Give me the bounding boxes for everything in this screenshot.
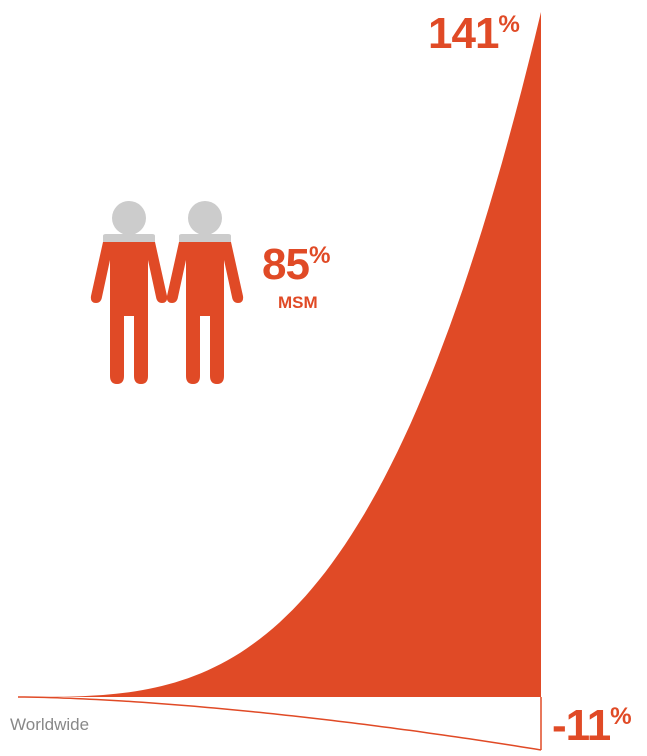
two-men-holding-hands-icon [90,201,244,384]
msm-stat-value: 85% [262,240,330,289]
increase-value-label: 141% [428,9,520,58]
person-right [166,201,244,384]
area-decrease [18,696,542,751]
region-label: Worldwide [10,715,90,734]
msm-stat-label: MSM [278,293,318,312]
decrease-value-label: -11% [552,701,632,750]
area-increase [18,12,541,697]
person-left [90,201,168,384]
